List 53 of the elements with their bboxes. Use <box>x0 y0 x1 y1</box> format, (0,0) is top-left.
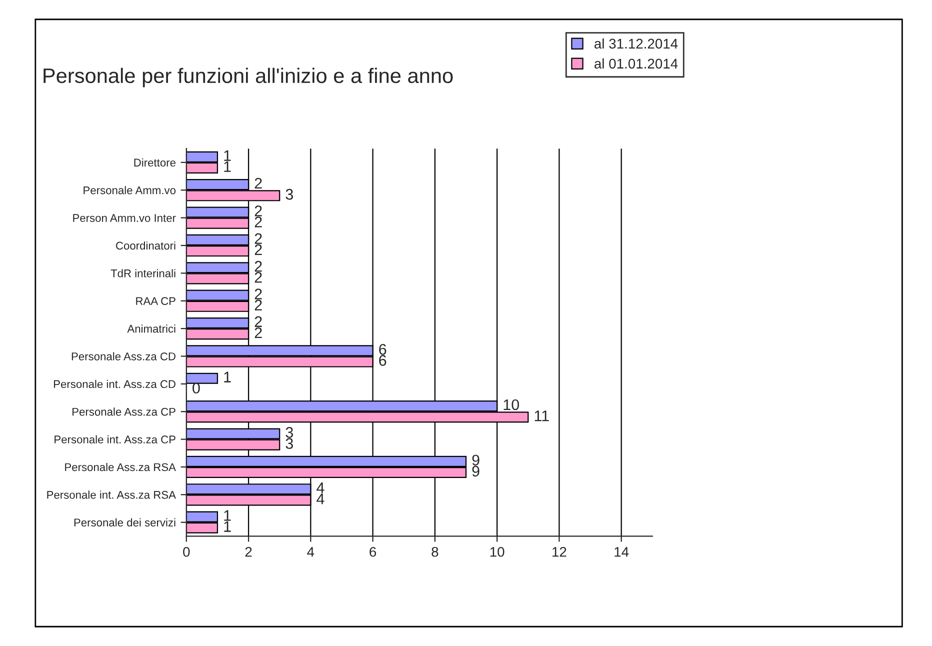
data-label: 1 <box>224 510 231 521</box>
legend-label: al 31.12.2014 <box>594 38 678 49</box>
data-label: 2 <box>254 300 262 310</box>
data-label: 2 <box>254 178 262 189</box>
y-tick-label: Personale int. Ass.za CD <box>54 380 176 388</box>
data-label: 2 <box>254 327 262 338</box>
y-tick-label: Animatrici <box>127 324 176 333</box>
data-label: 9 <box>472 466 480 477</box>
data-label: 1 <box>224 161 231 172</box>
data-label: 1 <box>224 521 231 532</box>
y-tick-label: Person Amm.vo Inter <box>73 214 176 222</box>
x-tick-label: 6 <box>370 546 376 557</box>
y-tick-label: RAA CP <box>136 297 176 305</box>
data-label: 2 <box>254 272 262 283</box>
y-tick-label: Personale Ass.za CD <box>72 352 176 360</box>
data-label: 10 <box>504 399 520 410</box>
data-label: 2 <box>254 216 262 228</box>
x-tick-label: 0 <box>183 546 190 557</box>
data-label: 1 <box>224 372 231 382</box>
y-tick-label: Personale Amm.vo <box>84 186 176 194</box>
data-label: 3 <box>286 438 293 449</box>
y-tick-label: Personale Ass.za CP <box>72 408 176 416</box>
x-tick-label: 10 <box>490 546 504 557</box>
y-tick-label: Personale dei servizi <box>74 518 176 526</box>
data-label: 2 <box>254 206 262 216</box>
data-label: 2 <box>254 316 262 327</box>
data-label: 2 <box>254 233 262 244</box>
x-tick-label: 4 <box>307 547 314 557</box>
data-label: 9 <box>472 454 480 466</box>
x-tick-label: 14 <box>614 547 629 557</box>
data-label: 4 <box>316 482 324 494</box>
y-tick-label: TdR interinali <box>110 269 176 278</box>
data-label: 4 <box>316 494 324 504</box>
data-label: 3 <box>286 427 293 438</box>
data-label: 6 <box>379 344 386 355</box>
y-tick-label: Personale int. Ass.za RSA <box>47 490 176 499</box>
x-tick-label: 2 <box>245 546 252 557</box>
y-tick-label: Coordinatori <box>116 241 176 250</box>
x-tick-label: 8 <box>432 546 438 557</box>
data-label: 1 <box>224 150 231 161</box>
data-label: 0 <box>192 382 200 394</box>
y-tick-label: Personale int. Ass.za CP <box>54 435 176 444</box>
data-label: 2 <box>254 260 262 272</box>
data-label: 6 <box>379 355 386 366</box>
x-tick-label: 12 <box>552 546 566 557</box>
data-label: 11 <box>534 410 549 422</box>
data-label: 3 <box>286 188 293 200</box>
y-tick-label: Personale Ass.za RSA <box>65 462 176 472</box>
legend-label: al 01.01.2014 <box>594 58 678 69</box>
data-label: 2 <box>254 288 262 300</box>
data-label: 2 <box>254 244 262 255</box>
chart-title: Personale per funzioni all'inizio e a fine anno <box>44 68 453 88</box>
y-tick-label: Direttore <box>134 158 176 167</box>
